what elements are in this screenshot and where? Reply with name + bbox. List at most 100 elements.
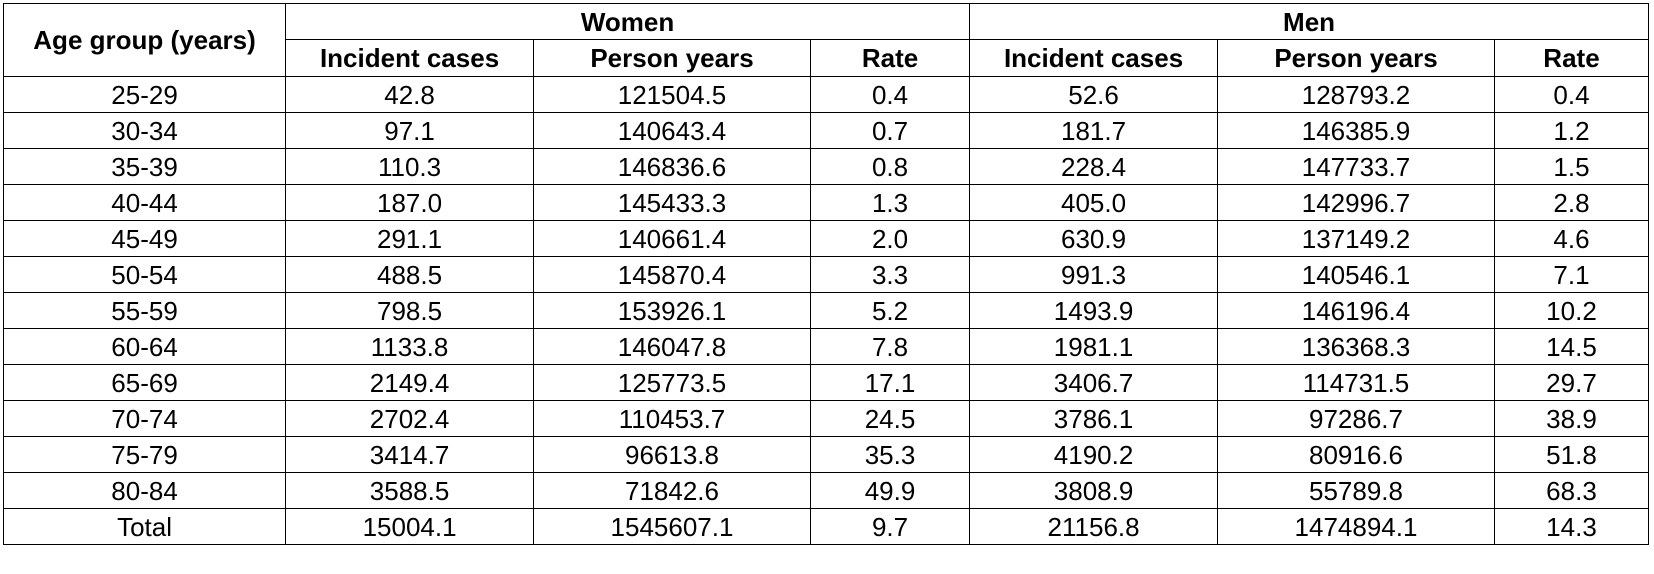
men-rate-cell: 0.4 — [1493, 76, 1650, 113]
men-rate-cell: 1.2 — [1493, 112, 1650, 149]
women-person-years-cell: 1545607.1 — [533, 508, 811, 545]
men-rate-cell: 4.6 — [1493, 220, 1650, 257]
men-rate-cell: 38.9 — [1493, 400, 1650, 437]
men-group-header: Men — [969, 3, 1649, 40]
incidence-table-container: Age group (years) Women Men Incident cas… — [2, 3, 1650, 545]
women-incident-cases-cell: 3588.5 — [285, 472, 535, 509]
men-person-years-cell: 140546.1 — [1217, 256, 1495, 293]
total-row: Total 15004.1 1545607.1 9.7 21156.8 1474894.1… — [2, 508, 1650, 545]
men-incident-cases-cell: 3406.7 — [969, 364, 1219, 401]
table-row: 25-29 42.8 121504.5 0.4 52.6 128793.2 0.4 — [2, 76, 1650, 113]
table-row: 75-79 3414.7 96613.8 35.3 4190.2 80916.6 51.8 — [2, 436, 1650, 473]
women-person-years-cell: 153926.1 — [533, 292, 811, 329]
men-rate-cell: 51.8 — [1493, 436, 1650, 473]
women-person-years-cell: 146836.6 — [533, 148, 811, 185]
women-person-years-cell: 145433.3 — [533, 184, 811, 221]
men-incident-cases-cell: 1981.1 — [969, 328, 1219, 365]
age-group-cell: 60-64 — [2, 328, 287, 365]
table-row: 80-84 3588.5 71842.6 49.9 3808.9 55789.8 68.3 — [2, 472, 1650, 509]
women-rate-cell: 24.5 — [809, 400, 971, 437]
men-incident-cases-cell: 3786.1 — [969, 400, 1219, 437]
men-incident-cases-cell: 630.9 — [969, 220, 1219, 257]
men-incident-cases-cell: 3808.9 — [969, 472, 1219, 509]
women-incident-cases-cell: 42.8 — [285, 76, 535, 113]
women-person-years-cell: 140643.4 — [533, 112, 811, 149]
women-person-years-cell: 110453.7 — [533, 400, 811, 437]
women-incident-cases-cell: 2149.4 — [285, 364, 535, 401]
table-row: 65-69 2149.4 125773.5 17.1 3406.7 114731.5 29.… — [2, 364, 1650, 401]
men-incident-cases-cell: 991.3 — [969, 256, 1219, 293]
table-row: 60-64 1133.8 146047.8 7.8 1981.1 136368.3 14.5 — [2, 328, 1650, 365]
women-rate-cell: 5.2 — [809, 292, 971, 329]
table-row: 50-54 488.5 145870.4 3.3 991.3 140546.1 7.1 — [2, 256, 1650, 293]
women-incident-cases-cell: 291.1 — [285, 220, 535, 257]
table-row: 40-44 187.0 145433.3 1.3 405.0 142996.7 2.8 — [2, 184, 1650, 221]
women-incident-cases-cell: 110.3 — [285, 148, 535, 185]
table-row: 35-39 110.3 146836.6 0.8 228.4 147733.7 1.5 — [2, 148, 1650, 185]
women-rate-cell: 0.8 — [809, 148, 971, 185]
men-person-years-cell: 1474894.1 — [1217, 508, 1495, 545]
age-group-header: Age group (years) — [2, 3, 287, 77]
women-incident-cases-cell: 3414.7 — [285, 436, 535, 473]
men-person-years-cell: 128793.2 — [1217, 76, 1495, 113]
women-rate-cell: 35.3 — [809, 436, 971, 473]
men-rate-cell: 2.8 — [1493, 184, 1650, 221]
men-rate-cell: 1.5 — [1493, 148, 1650, 185]
group-header-row: Age group (years) Women Men — [2, 3, 1649, 77]
women-person-years-cell: 71842.6 — [533, 472, 811, 509]
women-person-years-cell: 121504.5 — [533, 76, 811, 113]
men-incident-cases-cell: 405.0 — [969, 184, 1219, 221]
age-group-cell: 35-39 — [2, 148, 287, 185]
men-incident-cases-cell: 52.6 — [969, 76, 1219, 113]
age-group-cell: 50-54 — [2, 256, 287, 293]
women-person-years-cell: 145870.4 — [533, 256, 811, 293]
men-incident-cases-cell: 4190.2 — [969, 436, 1219, 473]
women-rate-cell: 0.4 — [809, 76, 971, 113]
women-rate-cell: 2.0 — [809, 220, 971, 257]
women-rate-cell: 17.1 — [809, 364, 971, 401]
women-incident-cases-cell: 187.0 — [285, 184, 535, 221]
men-incident-cases-header: Incident cases — [969, 39, 1219, 77]
men-incident-cases-cell: 21156.8 — [969, 508, 1219, 545]
women-incident-cases-cell: 97.1 — [285, 112, 535, 149]
women-incident-cases-cell: 488.5 — [285, 256, 535, 293]
men-incident-cases-cell: 1493.9 — [969, 292, 1219, 329]
men-person-years-cell: 147733.7 — [1217, 148, 1495, 185]
men-person-years-header: Person years — [1217, 39, 1495, 77]
men-rate-cell: 10.2 — [1493, 292, 1650, 329]
women-group-header: Women — [285, 3, 971, 40]
women-rate-cell: 9.7 — [809, 508, 971, 545]
men-person-years-cell: 80916.6 — [1217, 436, 1495, 473]
women-incident-cases-cell: 15004.1 — [285, 508, 535, 545]
women-incident-cases-header: Incident cases — [285, 39, 535, 77]
men-person-years-cell: 114731.5 — [1217, 364, 1495, 401]
age-group-cell: Total — [2, 508, 287, 545]
age-group-cell: 80-84 — [2, 472, 287, 509]
age-group-cell: 45-49 — [2, 220, 287, 257]
women-rate-header: Rate — [809, 39, 971, 77]
women-person-years-cell: 125773.5 — [533, 364, 811, 401]
age-group-cell: 75-79 — [2, 436, 287, 473]
women-rate-cell: 49.9 — [809, 472, 971, 509]
women-incident-cases-cell: 798.5 — [285, 292, 535, 329]
table-row: 55-59 798.5 153926.1 5.2 1493.9 146196.4 10.2 — [2, 292, 1650, 329]
women-rate-cell: 1.3 — [809, 184, 971, 221]
women-person-years-cell: 96613.8 — [533, 436, 811, 473]
men-person-years-cell: 142996.7 — [1217, 184, 1495, 221]
age-group-cell: 70-74 — [2, 400, 287, 437]
women-rate-cell: 0.7 — [809, 112, 971, 149]
men-rate-cell: 14.3 — [1493, 508, 1650, 545]
men-incident-cases-cell: 181.7 — [969, 112, 1219, 149]
men-person-years-cell: 97286.7 — [1217, 400, 1495, 437]
men-person-years-cell: 146196.4 — [1217, 292, 1495, 329]
men-person-years-cell: 137149.2 — [1217, 220, 1495, 257]
men-rate-cell: 29.7 — [1493, 364, 1650, 401]
table-row: 30-34 97.1 140643.4 0.7 181.7 146385.9 1.2 — [2, 112, 1650, 149]
men-rate-header: Rate — [1493, 39, 1650, 77]
men-person-years-cell: 136368.3 — [1217, 328, 1495, 365]
women-rate-cell: 7.8 — [809, 328, 971, 365]
age-group-cell: 55-59 — [2, 292, 287, 329]
age-group-cell: 40-44 — [2, 184, 287, 221]
women-incident-cases-cell: 1133.8 — [285, 328, 535, 365]
age-group-cell: 25-29 — [2, 76, 287, 113]
